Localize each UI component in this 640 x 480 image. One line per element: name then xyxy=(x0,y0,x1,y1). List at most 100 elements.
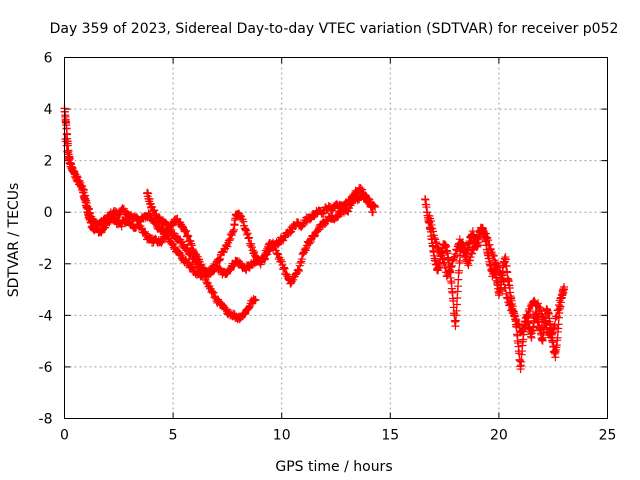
data-point xyxy=(239,217,248,226)
data-point xyxy=(443,271,452,280)
x-tick-label: 5 xyxy=(169,428,178,444)
data-point xyxy=(297,255,306,264)
data-point xyxy=(287,227,296,236)
data-point xyxy=(216,254,225,263)
data-point xyxy=(547,333,556,342)
data-point xyxy=(141,229,150,238)
data-point xyxy=(92,220,101,229)
data-point xyxy=(548,329,557,338)
data-point xyxy=(450,253,459,262)
data-point xyxy=(533,299,542,308)
data-point xyxy=(219,248,228,257)
data-point xyxy=(454,275,463,284)
data-point xyxy=(460,248,469,257)
data-point xyxy=(518,325,527,334)
data-point xyxy=(286,228,295,237)
data-point xyxy=(456,239,465,248)
x-axis-label: GPS time / hours xyxy=(275,459,392,475)
data-point xyxy=(91,218,100,227)
data-point xyxy=(348,197,357,206)
data-point xyxy=(432,239,441,248)
data-point xyxy=(263,244,272,253)
chart-title: Day 359 of 2023, Sidereal Day-to-day VTE… xyxy=(50,21,619,37)
data-point xyxy=(356,184,365,193)
series-arc-3 xyxy=(143,183,377,288)
data-point xyxy=(187,241,196,250)
x-tick-label: 15 xyxy=(381,428,399,444)
plot-frame xyxy=(64,57,608,419)
plot-area xyxy=(60,104,569,374)
data-point xyxy=(488,250,497,259)
y-tick-label: 0 xyxy=(44,205,53,221)
data-point xyxy=(442,272,451,281)
data-point xyxy=(511,314,520,323)
y-tick-label: 6 xyxy=(44,51,53,67)
data-point xyxy=(150,206,159,215)
data-point xyxy=(262,248,271,257)
data-point xyxy=(305,215,314,224)
data-point xyxy=(457,238,466,247)
data-point xyxy=(499,277,508,286)
data-point xyxy=(182,226,191,235)
data-point xyxy=(497,270,506,279)
data-point xyxy=(367,203,376,212)
data-point xyxy=(287,277,296,286)
data-point xyxy=(229,227,238,236)
y-tick-label: -4 xyxy=(39,308,53,324)
data-point xyxy=(441,263,450,272)
x-tick-label: 0 xyxy=(60,428,69,444)
data-point xyxy=(247,239,256,248)
data-point xyxy=(310,232,319,241)
data-point xyxy=(452,246,461,255)
data-point xyxy=(505,299,514,308)
data-point xyxy=(78,184,87,193)
data-point xyxy=(484,236,493,245)
data-point xyxy=(427,220,436,229)
data-point xyxy=(552,312,561,321)
data-point xyxy=(433,243,442,252)
data-point xyxy=(366,198,375,207)
data-point xyxy=(554,305,563,314)
data-point xyxy=(557,293,566,302)
y-tick-label: -6 xyxy=(39,360,53,376)
data-point xyxy=(276,255,285,264)
data-point xyxy=(482,234,491,243)
y-tick-label: 4 xyxy=(44,102,53,118)
y-tick-label: 2 xyxy=(44,154,53,170)
data-point xyxy=(215,256,224,265)
data-point xyxy=(183,244,192,253)
data-point xyxy=(489,251,498,260)
data-point xyxy=(541,319,550,328)
data-point xyxy=(246,241,255,250)
data-point xyxy=(186,250,195,259)
data-point xyxy=(296,258,305,267)
data-point xyxy=(192,256,201,265)
data-point xyxy=(451,250,460,259)
data-point xyxy=(211,261,220,270)
data-point xyxy=(526,307,535,316)
data-point xyxy=(468,249,477,258)
data-point xyxy=(117,222,126,231)
data-point xyxy=(313,227,322,236)
data-point xyxy=(245,233,254,242)
data-point xyxy=(251,295,260,304)
data-point xyxy=(485,240,494,249)
y-axis-label: SDTVAR / TECUs xyxy=(6,183,22,298)
data-point xyxy=(100,224,109,233)
data-point xyxy=(256,260,265,269)
data-point xyxy=(269,238,278,247)
data-point xyxy=(184,257,193,266)
data-point xyxy=(536,303,545,312)
data-point xyxy=(279,265,288,274)
data-point xyxy=(468,244,477,253)
data-point xyxy=(279,263,288,272)
data-point xyxy=(430,233,439,242)
data-point xyxy=(344,207,353,216)
data-point xyxy=(434,244,443,253)
data-point xyxy=(510,311,519,320)
x-tick-label: 25 xyxy=(599,428,617,444)
data-point xyxy=(560,285,569,294)
data-point xyxy=(347,198,356,207)
data-point xyxy=(157,238,166,247)
